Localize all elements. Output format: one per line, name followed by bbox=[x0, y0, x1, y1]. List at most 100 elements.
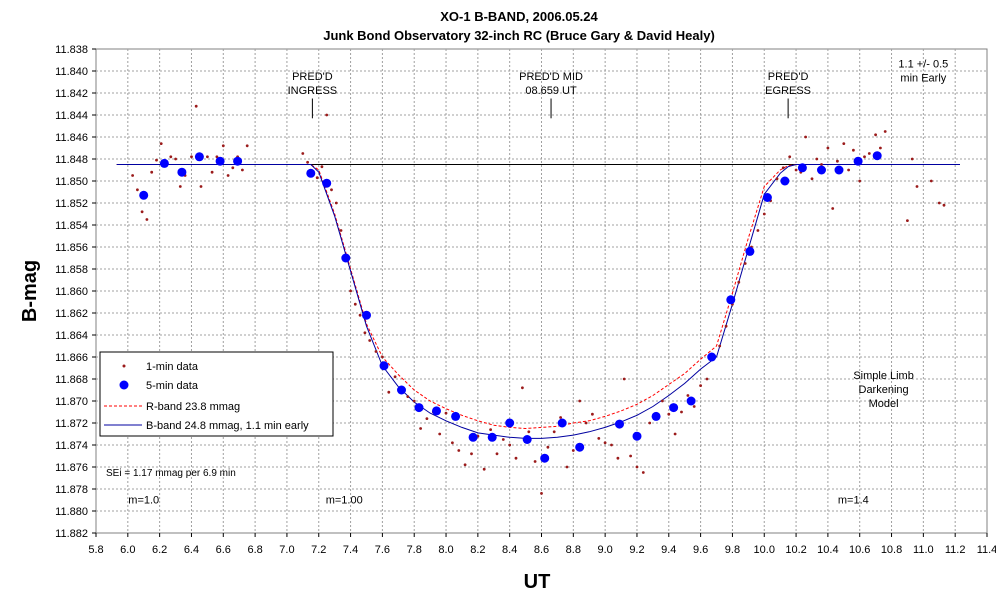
x-tick-label: 10.4 bbox=[817, 544, 838, 556]
point-1min bbox=[533, 460, 537, 463]
y-tick-label: 11.880 bbox=[55, 506, 88, 518]
point-5min bbox=[615, 419, 624, 429]
x-tick-label: 9.0 bbox=[597, 544, 612, 556]
point-1min bbox=[330, 188, 333, 192]
point-1min bbox=[867, 152, 871, 155]
point-1min bbox=[597, 437, 601, 440]
point-1min bbox=[514, 456, 518, 460]
point-1min bbox=[680, 410, 683, 414]
x-tick-label: 9.2 bbox=[629, 544, 644, 556]
point-5min bbox=[762, 193, 772, 202]
point-5min bbox=[817, 165, 826, 175]
x-tick-label: 10.0 bbox=[754, 544, 775, 556]
point-1min bbox=[673, 432, 677, 436]
point-5min bbox=[632, 431, 642, 441]
point-1min bbox=[559, 416, 562, 419]
point-1min bbox=[591, 412, 594, 416]
annotation-text: m=1.4 bbox=[838, 494, 869, 506]
y-tick-label: 11.866 bbox=[55, 352, 88, 364]
data-points bbox=[131, 104, 946, 495]
y-tick-label: 11.854 bbox=[55, 220, 88, 232]
point-1min bbox=[136, 188, 139, 192]
point-1min bbox=[241, 168, 244, 172]
point-5min bbox=[686, 396, 696, 406]
annotation-text: min Early bbox=[900, 73, 946, 85]
point-1min bbox=[737, 280, 741, 284]
x-tick-label: 6.0 bbox=[120, 544, 135, 556]
point-1min bbox=[705, 377, 709, 381]
legend-label-1min: 1-min data bbox=[146, 361, 199, 373]
x-tick-label: 8.6 bbox=[534, 544, 549, 556]
point-1min bbox=[358, 313, 362, 317]
x-axis-label: UT bbox=[524, 571, 551, 593]
point-5min bbox=[797, 163, 807, 173]
point-5min bbox=[487, 432, 497, 442]
point-1min bbox=[368, 339, 372, 342]
point-1min bbox=[501, 438, 505, 441]
legend-box bbox=[99, 351, 334, 437]
point-1min bbox=[231, 166, 235, 170]
x-tick-label: 10.2 bbox=[785, 544, 806, 556]
point-1min bbox=[178, 185, 182, 188]
point-1min bbox=[425, 417, 429, 420]
x-tick-label: 9.8 bbox=[725, 544, 740, 556]
y-tick-label: 11.864 bbox=[55, 330, 88, 342]
point-1min bbox=[788, 155, 792, 159]
point-1min bbox=[169, 155, 173, 159]
point-5min bbox=[669, 403, 679, 413]
legend-symbol-5min bbox=[119, 380, 129, 390]
point-1min bbox=[155, 158, 158, 162]
y-tick-label: 11.862 bbox=[55, 308, 88, 320]
point-1min bbox=[199, 185, 203, 188]
chart-subtitle: Junk Bond Observatory 32-inch RC (Bruce … bbox=[323, 28, 715, 43]
point-1min bbox=[836, 159, 839, 163]
point-1min bbox=[353, 302, 357, 306]
point-1min bbox=[508, 443, 512, 447]
point-5min bbox=[853, 156, 863, 166]
point-1min bbox=[616, 456, 620, 460]
legend-label-rband: R-band 23.8 mmag bbox=[146, 401, 240, 413]
y-tick-label: 11.858 bbox=[55, 264, 88, 276]
point-1min bbox=[629, 454, 632, 458]
y-tick-label: 11.878 bbox=[55, 484, 88, 496]
point-5min bbox=[322, 178, 332, 188]
series-line-3 bbox=[116, 164, 960, 439]
point-1min bbox=[419, 427, 422, 430]
annotation-text: INGRESS bbox=[288, 85, 338, 97]
point-1min bbox=[444, 411, 448, 415]
point-1min bbox=[852, 148, 855, 152]
x-tick-label: 6.2 bbox=[152, 544, 167, 556]
x-tick-label: 8.2 bbox=[470, 544, 485, 556]
point-1min bbox=[874, 133, 877, 137]
x-tick-label: 6.8 bbox=[247, 544, 262, 556]
model-curves bbox=[116, 164, 960, 439]
annotation-text: Darkening bbox=[859, 384, 909, 396]
point-1min bbox=[387, 390, 391, 394]
y-tick-label: 11.870 bbox=[55, 396, 88, 408]
point-5min bbox=[233, 156, 243, 166]
x-tick-label: 10.6 bbox=[849, 544, 870, 556]
point-1min bbox=[781, 166, 785, 170]
point-1min bbox=[879, 146, 882, 150]
x-tick-label: 10.8 bbox=[881, 544, 902, 556]
point-5min bbox=[194, 152, 204, 162]
point-1min bbox=[150, 170, 154, 174]
point-5min bbox=[414, 403, 424, 413]
point-5min bbox=[557, 418, 567, 428]
point-1min bbox=[906, 219, 909, 223]
point-1min bbox=[820, 163, 823, 166]
point-5min bbox=[451, 411, 461, 421]
point-1min bbox=[692, 405, 696, 408]
x-tick-label: 7.0 bbox=[279, 544, 294, 556]
annotations: PRED'D INGRESS PRED'D MID 08.659 UT PRED'D EG… bbox=[128, 59, 948, 507]
point-5min bbox=[575, 442, 585, 452]
annotation-text: PRED'D MID bbox=[519, 71, 583, 83]
point-1min bbox=[325, 113, 329, 117]
point-1min bbox=[610, 443, 613, 447]
point-5min bbox=[215, 156, 225, 166]
point-1min bbox=[482, 467, 486, 471]
legend-label-5min: 5-min data bbox=[146, 380, 199, 392]
point-1min bbox=[245, 144, 249, 148]
point-5min bbox=[379, 361, 389, 371]
point-1min bbox=[603, 441, 607, 445]
